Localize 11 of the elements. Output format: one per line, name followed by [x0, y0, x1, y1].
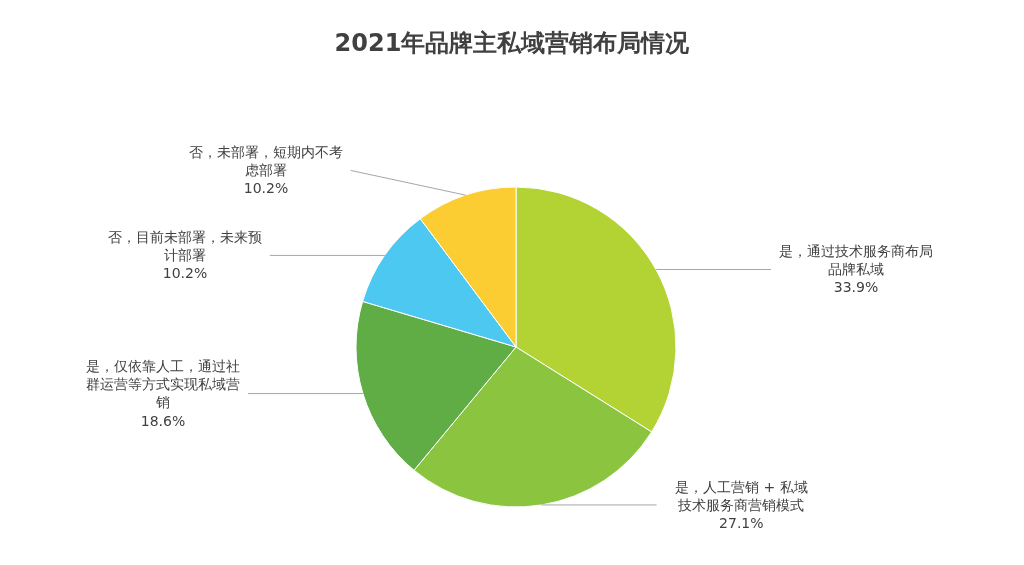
slice-label: 是，人工营销 + 私域技术服务商营销模式: [675, 479, 808, 514]
slice-label: 否，目前未部署，未来预计部署: [108, 229, 262, 264]
data-label: 10.2%: [162, 265, 208, 282]
chart-title: 2021年品牌主私域营销布局情况: [334, 28, 691, 57]
data-label: 33.9%: [833, 279, 879, 296]
slice-label: 是，仅依靠人工，通过社群运营等方式实现私域营销: [86, 358, 240, 411]
slice-label: 是，通过技术服务商布局品牌私域: [779, 243, 933, 278]
data-label: 27.1%: [719, 515, 764, 532]
data-label: 18.6%: [140, 412, 186, 429]
data-label: 10.2%: [243, 180, 289, 197]
slice-label: 否，未部署，短期内不考虑部署: [189, 144, 343, 179]
